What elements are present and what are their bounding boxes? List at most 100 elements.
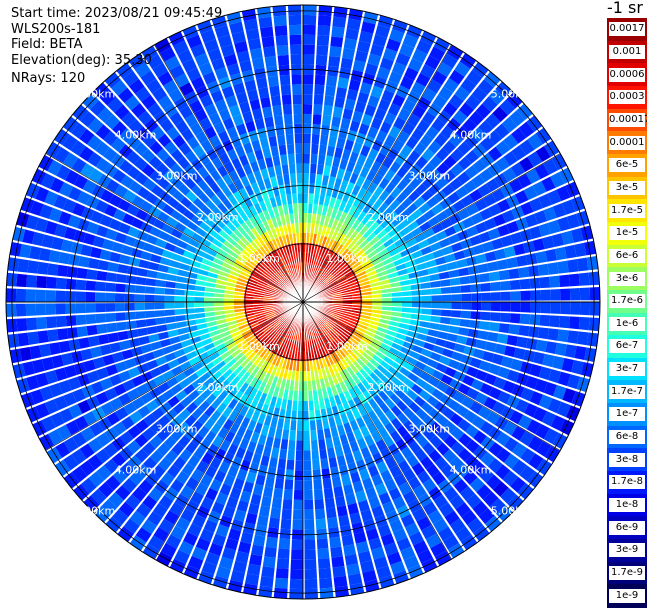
ppi-cell [310,430,318,441]
ppi-cell [233,202,244,214]
ppi-cell [303,420,310,431]
ppi-cell [461,302,472,310]
ppi-cell [246,281,257,287]
ppi-cell [229,487,242,500]
ppi-cell [207,325,219,333]
ppi-cell [353,396,363,408]
ppi-cell [308,183,315,194]
ppi-cell [293,340,297,351]
ppi-cell [441,302,452,309]
ppi-cell [128,256,141,267]
ppi-cell [360,509,374,522]
ppi-cell [330,466,340,478]
ppi-cell [214,218,226,230]
ppi-cell [349,419,360,432]
ppi-cell [64,364,77,379]
ppi-cell [383,434,395,448]
ppi-cell [254,225,263,236]
ppi-cell [564,343,577,358]
ppi-cell [510,127,527,144]
ppi-cell [358,393,368,405]
ppi-cell [406,355,418,366]
ppi-cell [200,388,212,400]
azimuth-line [154,44,452,560]
ppi-cell [213,143,226,157]
ppi-cell [338,279,349,286]
ppi-cell [415,408,429,421]
ppi-cell [259,233,268,244]
ppi-cell [244,307,255,312]
ppi-cell [217,427,229,440]
ppi-cell [413,255,426,265]
ppi-cell [363,262,374,271]
ppi-cell [113,208,126,222]
ppi-cell [424,55,441,70]
ppi-cell [416,262,428,271]
ppi-cell [440,316,451,325]
ppi-cell [426,395,440,408]
ppi-cell [290,243,295,254]
ppi-cell [226,496,239,510]
ppi-cell [519,278,531,290]
ppi-cell [421,148,435,162]
ppi-cell [112,509,129,526]
ppi-cell [378,491,392,505]
ppi-cell [550,414,566,431]
ppi-cell [296,173,303,184]
ppi-cell [457,156,472,171]
ray-separator [103,80,304,303]
ppi-cell [115,485,131,501]
ppi-cell [497,390,511,405]
ppi-cell [330,240,338,251]
ppi-cell [304,578,318,590]
ppi-cell [374,152,387,165]
ppi-cell [32,359,45,374]
ppi-cell [270,145,279,157]
ppi-cell [313,265,319,275]
ppi-cell [317,25,331,36]
ppi-cell [349,582,365,596]
ppi-cell [185,402,198,414]
ppi-cell [419,63,436,79]
ppi-cell [461,293,472,301]
ppi-cell [268,385,276,397]
ppi-cell [183,565,201,580]
ppi-cell [369,372,380,383]
ppi-cell [560,302,571,315]
ppi-cell [220,244,231,254]
ppi-cell [105,292,116,302]
ppi-cell [451,302,462,310]
ppi-cell [431,308,442,316]
ppi-cell [326,386,334,398]
ppi-cell [389,276,400,283]
ppi-cell [346,324,356,332]
ppi-cell [339,316,350,322]
ppi-cell [289,173,297,184]
ppi-cell [154,394,167,407]
ppi-cell [238,323,249,331]
ray-separator [302,301,591,380]
ppi-cell [349,229,359,241]
ppi-cell [212,575,229,589]
ppi-cell [256,248,266,258]
ppi-cell [400,513,416,528]
ppi-cell [310,370,316,381]
ppi-cell [423,208,436,221]
ppi-cell [281,164,289,175]
ppi-cell [342,250,352,260]
ppi-cell [285,328,291,339]
ray-separator [140,52,304,303]
ppi-cell [204,297,214,302]
ppi-cell [148,333,160,343]
ppi-cell [297,420,303,431]
ppi-cell [6,288,17,302]
ppi-cell [230,376,241,387]
ppi-cell [367,273,379,281]
ppi-cell [355,490,368,503]
ppi-cell [114,303,125,312]
ppi-cell [491,353,504,366]
ppi-cell [303,381,308,392]
ppi-cell [172,190,185,203]
ppi-cell [339,211,348,223]
ppi-cell [330,342,338,352]
